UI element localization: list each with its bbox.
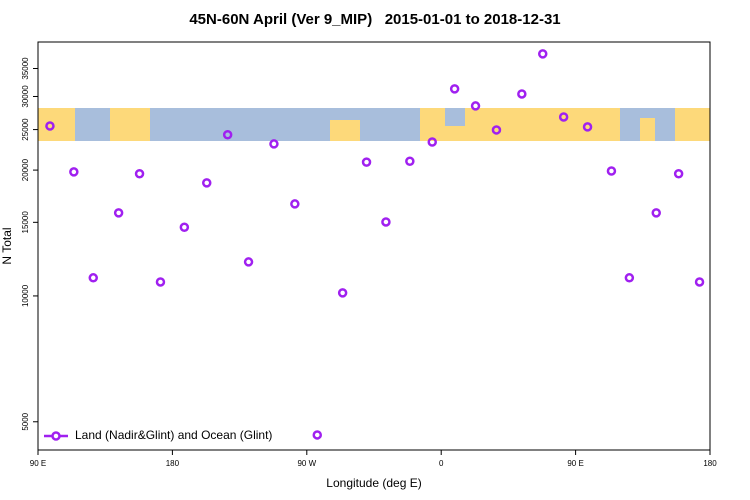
point [201,178,212,188]
point [673,169,684,179]
point [517,89,527,99]
y-axis-label: N Total [0,227,14,264]
point [606,166,617,176]
point [405,156,415,166]
chart-title: 45N-60N April (Ver 9_MIP) 2015-01-01 to … [189,11,560,28]
y-tick-label: 30000 [21,85,30,108]
x-tick-label: 0 [439,459,444,468]
y-tick-label: 10000 [21,284,30,307]
point [582,122,593,132]
y-tick-label: 25000 [21,118,30,141]
point [361,157,372,167]
map-band [38,108,710,141]
y-tick-label: 20000 [21,158,30,181]
point [470,101,481,111]
x-tick-label: 180 [166,459,180,468]
x-tick-label: 90 E [30,459,46,468]
point [113,208,124,218]
point [222,129,233,140]
point [45,121,55,131]
point [88,273,99,283]
point [69,167,79,177]
x-tick-label: 180 [703,459,717,468]
plot-frame [37,41,711,451]
y-tick-label: 15000 [21,211,30,234]
point [134,169,145,179]
point [381,217,391,227]
point [624,273,635,283]
point [179,222,190,232]
point [290,199,300,209]
point [243,257,254,267]
point [558,112,569,122]
point [449,84,460,94]
y-tick-label: 5000 [21,412,30,430]
x-tick-label: 90 W [297,459,316,468]
point [312,430,323,440]
point [155,277,166,287]
point [269,139,279,149]
point [651,208,661,218]
point [537,49,548,59]
legend-label: Land (Nadir&Glint) and Ocean (Glint) [75,428,272,442]
point [694,277,705,287]
x-tick-label: 90 E [567,459,583,468]
point [491,125,502,135]
point [337,288,348,298]
point [427,137,437,147]
legend-marker [51,431,61,441]
y-tick-label: 35000 [21,57,30,80]
x-axis-label: Longitude (deg E) [326,476,421,490]
